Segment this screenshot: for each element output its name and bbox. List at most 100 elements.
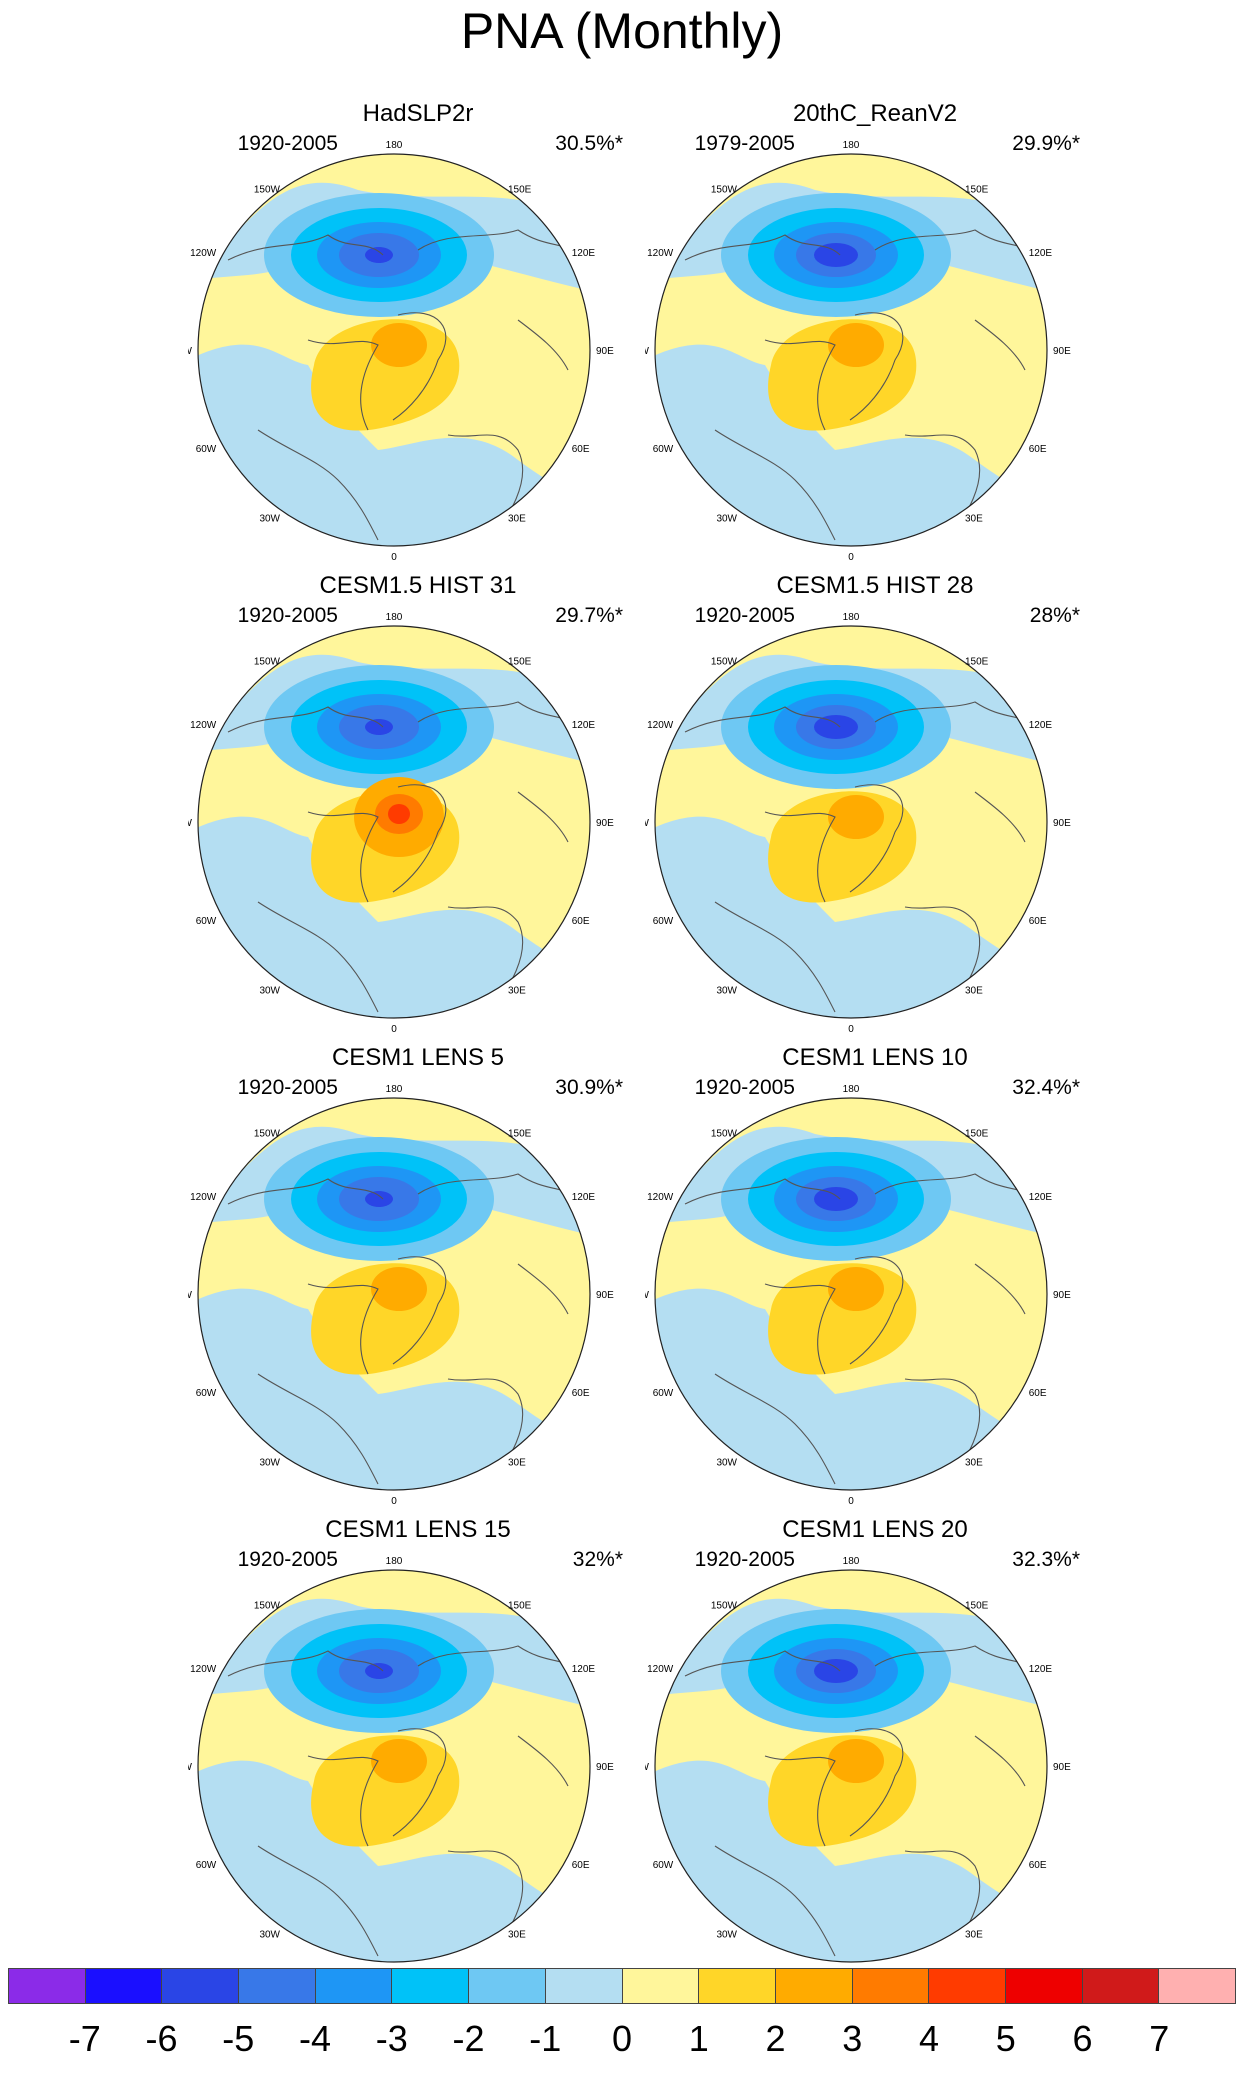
longitude-label: 30E xyxy=(965,514,983,525)
colorbar-tick-label: -6 xyxy=(145,2018,178,2059)
longitude-label: 150W xyxy=(254,184,281,195)
longitude-label: 150W xyxy=(254,1128,281,1139)
longitude-label: 90E xyxy=(1053,346,1071,357)
longitude-label: 90E xyxy=(1053,1762,1071,1773)
panel-variance-percent: 29.7%* xyxy=(555,604,623,627)
longitude-label: 30E xyxy=(508,514,526,525)
longitude-label: 90W xyxy=(188,346,193,357)
longitude-label: 90E xyxy=(1053,818,1071,829)
panel-title: CESM1 LENS 15 xyxy=(325,1516,511,1543)
longitude-label: 150E xyxy=(508,1600,532,1611)
longitude-label: 60E xyxy=(1029,444,1047,455)
map-panel: 180 150W 150E 120W 120E 90W 90E 60W 60E 30W 30E 0 Ha… xyxy=(188,100,648,570)
longitude-label: 120E xyxy=(1029,1192,1053,1203)
longitude-label: 150W xyxy=(711,1128,738,1139)
longitude-label: 180 xyxy=(843,1556,860,1567)
colorbar-tick-label: 6 xyxy=(1072,2018,1093,2059)
panel-variance-percent: 32%* xyxy=(572,1548,623,1571)
longitude-label: 60E xyxy=(572,916,590,927)
longitude-label: 30W xyxy=(259,1458,280,1469)
longitude-label: 150W xyxy=(254,1600,281,1611)
polar-map: 180150W150E120W120E90W90E60W60E30W30E0 xyxy=(645,1084,1071,1507)
colorbar-tick-label: 1 xyxy=(688,2018,709,2059)
longitude-label: 90E xyxy=(1053,1290,1071,1301)
longitude-label: 150W xyxy=(711,1600,738,1611)
longitude-label: 180 xyxy=(843,1084,860,1095)
longitude-label: 90E xyxy=(596,818,614,829)
longitude-label: 30E xyxy=(965,986,983,997)
longitude-label: 120W xyxy=(190,720,217,731)
longitude-label: 120W xyxy=(647,720,674,731)
longitude-label: 90E xyxy=(596,1290,614,1301)
colorbar-swatch xyxy=(852,1969,930,2003)
colorbar-tick-label: 7 xyxy=(1149,2018,1170,2059)
longitude-label: 30E xyxy=(508,986,526,997)
colorbar-tick-label: -3 xyxy=(375,2018,408,2059)
longitude-label: 150W xyxy=(711,656,738,667)
longitude-label: 90W xyxy=(645,1762,650,1773)
panel-variance-percent: 32.4%* xyxy=(1012,1076,1080,1099)
longitude-label: 120E xyxy=(1029,1664,1053,1675)
longitude-label: 60W xyxy=(653,1860,674,1871)
colorbar-swatch xyxy=(315,1969,393,2003)
longitude-label: 150E xyxy=(508,656,532,667)
polar-map: 180150W150E120W120E90W90E60W60E30W30E0 xyxy=(645,612,1071,1035)
panel-period: 1920-2005 xyxy=(694,1076,795,1099)
longitude-label: 180 xyxy=(843,612,860,623)
longitude-label: 90W xyxy=(188,818,193,829)
colorbar-swatch xyxy=(392,1969,470,2003)
polar-map: 180150W150E120W120E90W90E60W60E30W30E0 xyxy=(645,140,1071,563)
map-panel: 180 150W 150E 120W 120E 90W 90E 60W 60E 30W 30E 0 CE… xyxy=(188,1044,648,1514)
panel-title: CESM1 LENS 10 xyxy=(782,1044,968,1071)
panel-period: 1920-2005 xyxy=(237,132,338,155)
longitude-label: 180 xyxy=(386,140,403,151)
longitude-label: 0 xyxy=(391,552,397,563)
colorbar-tick-label: 2 xyxy=(765,2018,786,2059)
panel-variance-percent: 29.9%* xyxy=(1012,132,1080,155)
longitude-label: 90W xyxy=(188,1762,193,1773)
longitude-label: 30W xyxy=(716,986,737,997)
longitude-label: 60W xyxy=(196,1860,217,1871)
panel-period: 1920-2005 xyxy=(694,1548,795,1571)
colorbar-swatch xyxy=(775,1969,853,2003)
longitude-label: 90W xyxy=(645,1290,650,1301)
longitude-label: 90E xyxy=(596,1762,614,1773)
longitude-label: 120E xyxy=(1029,248,1053,259)
longitude-label: 60E xyxy=(572,1860,590,1871)
polar-map: 180150W150E120W120E90W90E60W60E30W30E0 xyxy=(645,1556,1071,1979)
longitude-label: 150E xyxy=(965,184,989,195)
longitude-label: 90W xyxy=(645,818,650,829)
longitude-label: 120W xyxy=(190,248,217,259)
longitude-label: 90E xyxy=(596,346,614,357)
longitude-label: 120W xyxy=(190,1664,217,1675)
longitude-label: 30E xyxy=(965,1458,983,1469)
colorbar-swatch xyxy=(9,1969,86,2003)
colorbar-swatch xyxy=(929,1969,1006,2003)
longitude-label: 0 xyxy=(391,1496,397,1507)
colorbar-tick-label: 5 xyxy=(995,2018,1016,2059)
panel-period: 1979-2005 xyxy=(694,132,795,155)
colorbar xyxy=(8,1968,1236,2004)
longitude-label: 150E xyxy=(508,184,532,195)
colorbar-swatch xyxy=(622,1969,700,2003)
longitude-label: 120W xyxy=(647,1192,674,1203)
colorbar-tick-label: -5 xyxy=(222,2018,255,2059)
panel-variance-percent: 28%* xyxy=(1029,604,1080,627)
longitude-label: 30W xyxy=(716,514,737,525)
longitude-label: 30E xyxy=(508,1458,526,1469)
longitude-label: 0 xyxy=(848,1024,854,1035)
colorbar-tick-label: 4 xyxy=(918,2018,940,2059)
colorbar-tick-label: -4 xyxy=(298,2018,332,2059)
longitude-label: 30W xyxy=(716,1930,737,1941)
panel-title: CESM1.5 HIST 28 xyxy=(776,572,974,599)
longitude-label: 120E xyxy=(572,1664,596,1675)
longitude-label: 60W xyxy=(196,444,217,455)
map-panel: 180 150W 150E 120W 120E 90W 90E 60W 60E 30W 30E 0 CE… xyxy=(645,1044,1105,1514)
colorbar-swatch xyxy=(469,1969,546,2003)
longitude-label: 60W xyxy=(653,916,674,927)
longitude-label: 180 xyxy=(386,1084,403,1095)
longitude-label: 60E xyxy=(1029,1860,1047,1871)
longitude-label: 180 xyxy=(386,612,403,623)
polar-map: 180150W150E120W120E90W90E60W60E30W30E0 xyxy=(188,140,614,563)
panel-title: HadSLP2r xyxy=(362,100,474,127)
